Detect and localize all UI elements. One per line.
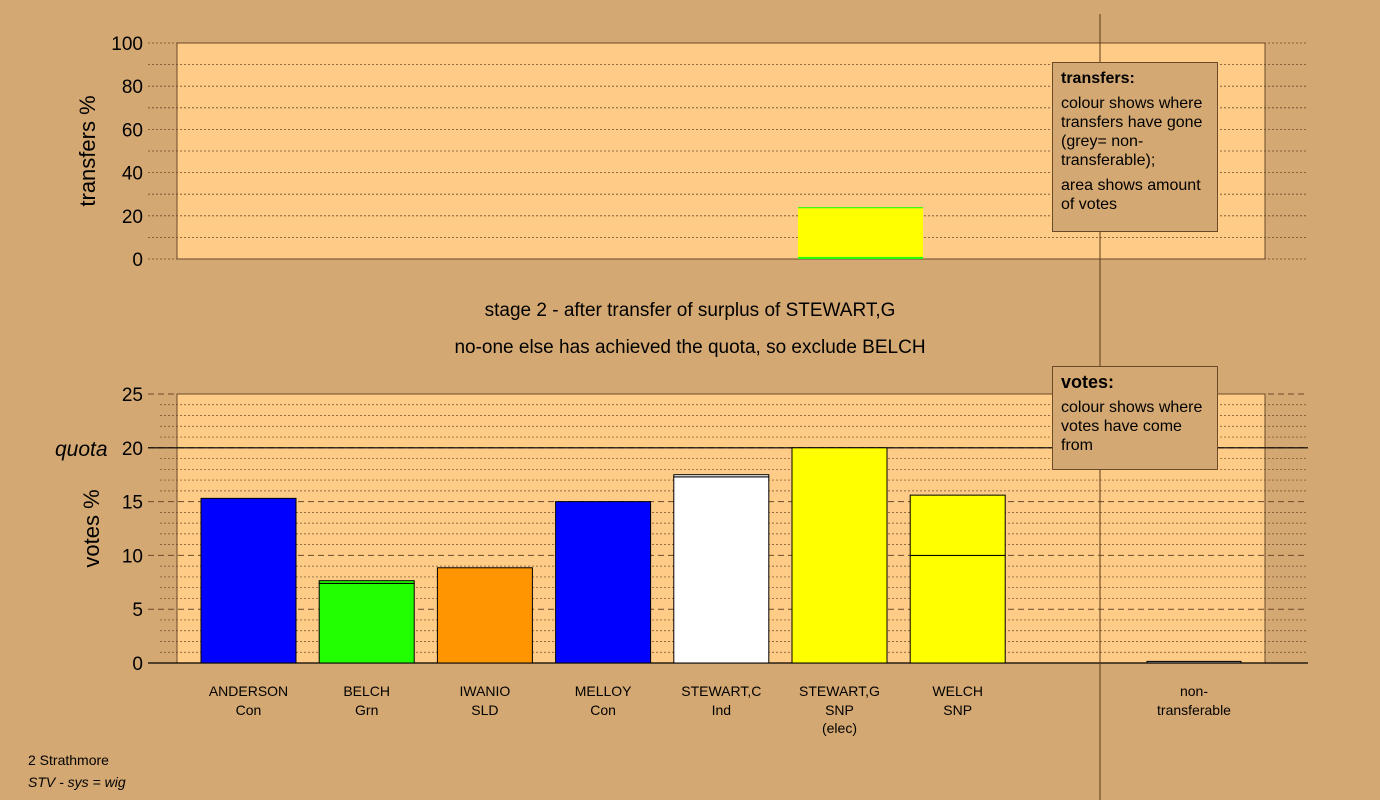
transfers-y-tick-label: 60 <box>122 120 143 141</box>
votes-bar-segment <box>555 501 652 664</box>
votes-bar-segment <box>318 580 415 584</box>
candidate-name-label: STEWART,G <box>799 683 880 699</box>
candidate-name-label: WELCH <box>932 683 983 699</box>
candidate-name-label: ANDERSON <box>209 683 288 699</box>
votes-bar-segment <box>436 567 533 664</box>
candidate-name-label: STEWART,C <box>681 683 761 699</box>
candidate-note-label: (elec) <box>822 720 857 736</box>
candidate-name-label: BELCH <box>343 683 390 699</box>
candidate-party-label: Con <box>236 702 262 718</box>
transfers-y-tick-label: 40 <box>122 164 143 185</box>
transfers-bar-segment <box>798 207 923 209</box>
transfers-y-tick-label: 20 <box>122 207 143 228</box>
transfers-legend-text2: area shows amount of votes <box>1061 177 1201 213</box>
votes-y-tick-label: 5 <box>132 600 143 621</box>
transfers-bar-segment <box>798 208 923 257</box>
quota-label: quota <box>55 438 108 461</box>
votes-y-tick-label: 25 <box>122 385 143 406</box>
footer-region: 2 Strathmore <box>28 752 109 768</box>
candidate-party-label: Ind <box>712 702 731 718</box>
votes-legend: votes: colour shows where votes have com… <box>1052 366 1218 470</box>
candidate-party-label: Grn <box>355 702 378 718</box>
votes-y-tick-label: 15 <box>122 493 143 514</box>
transfers-legend: transfers: colour shows where transfers … <box>1052 62 1218 232</box>
votes-bar-segment <box>200 497 297 664</box>
votes-legend-text1: colour shows where votes have come from <box>1061 399 1203 454</box>
candidate-party-label: Con <box>590 702 616 718</box>
votes-legend-title: votes: <box>1061 372 1115 392</box>
votes-bar-segment <box>909 494 1006 556</box>
votes-y-tick-label: 10 <box>122 546 143 567</box>
transfers-legend-title: transfers: <box>1061 70 1135 87</box>
nontransferable-label: non- <box>1180 683 1208 699</box>
footer-system: STV - sys = wig <box>28 774 126 790</box>
candidate-name-label: IWANIO <box>459 683 510 699</box>
votes-y-tick-label: 0 <box>132 654 143 675</box>
votes-y-axis-label: votes % <box>79 489 104 567</box>
transfers-y-tick-label: 0 <box>132 250 143 271</box>
transfers-y-tick-label: 80 <box>122 77 143 98</box>
nontransferable-bar <box>1146 660 1242 664</box>
transfers-bar-segment <box>798 256 923 259</box>
votes-bar-segment <box>673 474 770 478</box>
votes-bar-segment <box>318 582 415 664</box>
votes-bar-segment <box>909 554 1006 664</box>
transfers-legend-text1: colour shows where transfers have gone (… <box>1061 95 1203 169</box>
candidate-party-label: SNP <box>943 702 972 718</box>
stage-caption-line1: stage 2 - after transfer of surplus of S… <box>484 300 896 321</box>
nontransferable-label: transferable <box>1157 702 1231 718</box>
candidate-party-label: SNP <box>825 702 854 718</box>
votes-bar-segment <box>791 447 888 664</box>
candidate-name-label: MELLOY <box>575 683 632 699</box>
transfers-y-axis-label: transfers % <box>75 95 100 206</box>
votes-bar-segment <box>673 476 770 664</box>
stage-caption-line2: no-one else has achieved the quota, so e… <box>454 337 926 358</box>
votes-y-tick-label: 20 <box>122 439 143 460</box>
candidate-party-label: SLD <box>471 702 498 718</box>
transfers-y-tick-label: 100 <box>111 34 143 55</box>
